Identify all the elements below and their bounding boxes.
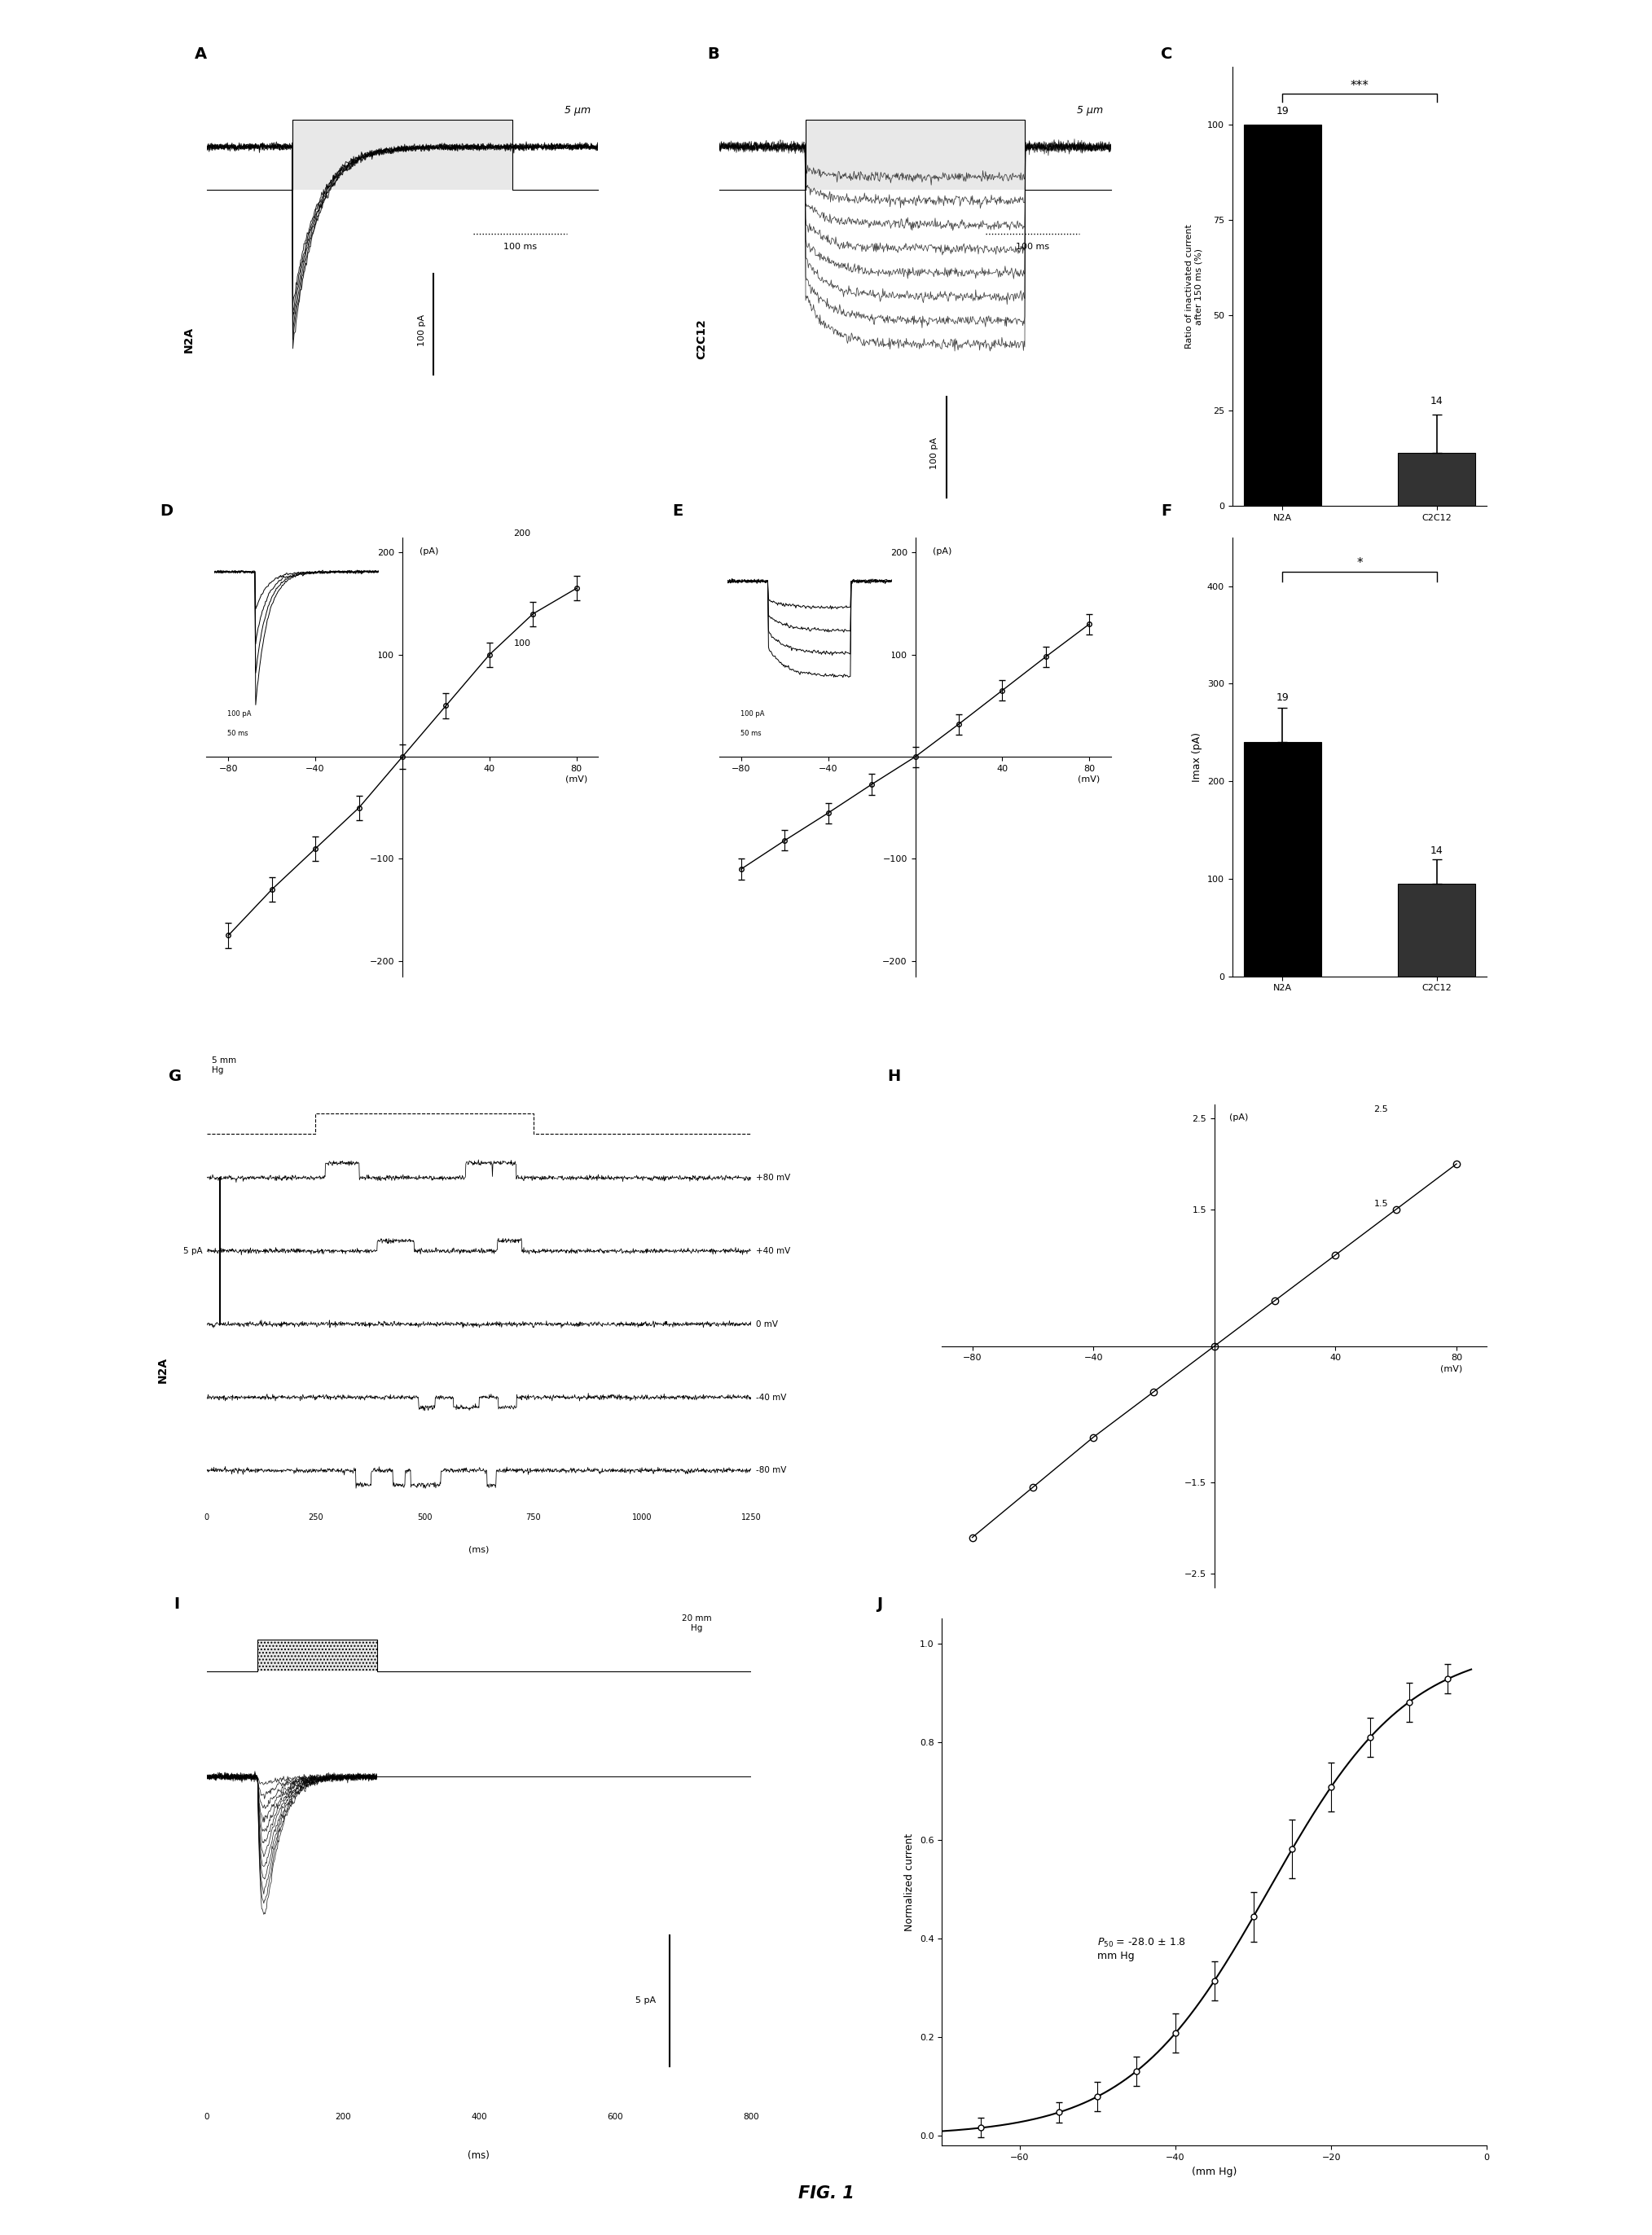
Text: 5 pA: 5 pA [183, 1247, 202, 1256]
Text: 2.5: 2.5 [1373, 1106, 1388, 1113]
Text: (pA): (pA) [933, 548, 952, 557]
Bar [1398, 883, 1475, 977]
Y-axis label: Ratio of inactivated current
after 150 ms (%): Ratio of inactivated current after 150 m… [1184, 224, 1203, 349]
Text: C: C [1161, 47, 1173, 63]
Text: F: F [1161, 503, 1171, 519]
Text: 100 ms: 100 ms [1016, 244, 1049, 250]
X-axis label: (mm Hg): (mm Hg) [1191, 2166, 1237, 2177]
Text: 0 mV: 0 mV [755, 1321, 778, 1328]
Text: 1000: 1000 [633, 1513, 653, 1522]
Text: 250: 250 [307, 1513, 324, 1522]
Text: (mV): (mV) [1079, 776, 1100, 782]
Text: 200: 200 [514, 530, 530, 536]
Y-axis label: Imax (pA): Imax (pA) [1193, 731, 1203, 782]
Text: B: B [707, 47, 720, 63]
Text: 1250: 1250 [742, 1513, 762, 1522]
Text: G: G [169, 1068, 182, 1084]
Text: 600: 600 [608, 2112, 623, 2121]
Text: (ms): (ms) [469, 1547, 489, 1553]
Text: 500: 500 [416, 1513, 431, 1522]
Text: *: * [1356, 557, 1363, 570]
Bar [292, 121, 512, 190]
Bar [258, 1640, 377, 1672]
Text: (ms): (ms) [468, 2150, 491, 2161]
Text: N2A: N2A [157, 1357, 169, 1383]
Text: E: E [672, 503, 684, 519]
Text: J: J [877, 1596, 882, 1611]
Text: (mV): (mV) [565, 776, 588, 782]
Text: 200: 200 [335, 2112, 350, 2121]
Text: 5 µm: 5 µm [1077, 105, 1104, 116]
Text: (mV): (mV) [1441, 1363, 1462, 1372]
Text: FIG. 1: FIG. 1 [798, 2186, 854, 2201]
Bar [1244, 742, 1322, 977]
Text: 100 ms: 100 ms [504, 244, 537, 250]
Text: +40 mV: +40 mV [755, 1247, 790, 1256]
Text: 19: 19 [1275, 105, 1289, 116]
Text: 800: 800 [743, 2112, 760, 2121]
Text: 100 pA: 100 pA [930, 438, 938, 469]
Text: 0: 0 [203, 1513, 210, 1522]
Text: 750: 750 [525, 1513, 540, 1522]
Text: D: D [160, 503, 172, 519]
Text: 20 mm
Hg: 20 mm Hg [682, 1614, 712, 1632]
Text: -80 mV: -80 mV [755, 1466, 786, 1475]
Text: (pA): (pA) [1229, 1113, 1249, 1122]
Text: 14: 14 [1431, 396, 1444, 407]
Text: 400: 400 [471, 2112, 487, 2121]
Bar [806, 121, 1024, 190]
Text: 5 pA: 5 pA [636, 1996, 656, 2005]
Text: 100: 100 [514, 639, 530, 648]
Text: -40 mV: -40 mV [755, 1392, 786, 1401]
Text: C2C12: C2C12 [695, 320, 707, 360]
Text: 1.5: 1.5 [1374, 1200, 1388, 1207]
Text: 0: 0 [203, 2112, 210, 2121]
Text: $P_{50}$ = -28.0 ± 1.8
mm Hg: $P_{50}$ = -28.0 ± 1.8 mm Hg [1097, 1936, 1186, 1960]
Text: I: I [173, 1596, 180, 1611]
Text: H: H [887, 1068, 900, 1084]
Bar [1398, 454, 1475, 505]
Text: 5 µm: 5 µm [565, 105, 590, 116]
Text: (pA): (pA) [420, 548, 439, 557]
Bar [1244, 125, 1322, 505]
Text: ***: *** [1350, 80, 1370, 92]
Text: 19: 19 [1275, 693, 1289, 704]
Y-axis label: Normalized current: Normalized current [905, 1833, 915, 1931]
Text: 14: 14 [1431, 845, 1444, 856]
Text: +80 mV: +80 mV [755, 1173, 790, 1182]
Text: 5 mm
Hg: 5 mm Hg [211, 1057, 236, 1075]
Text: 100 pA: 100 pA [418, 315, 426, 346]
Text: N2A: N2A [183, 326, 195, 353]
Text: A: A [195, 47, 206, 63]
